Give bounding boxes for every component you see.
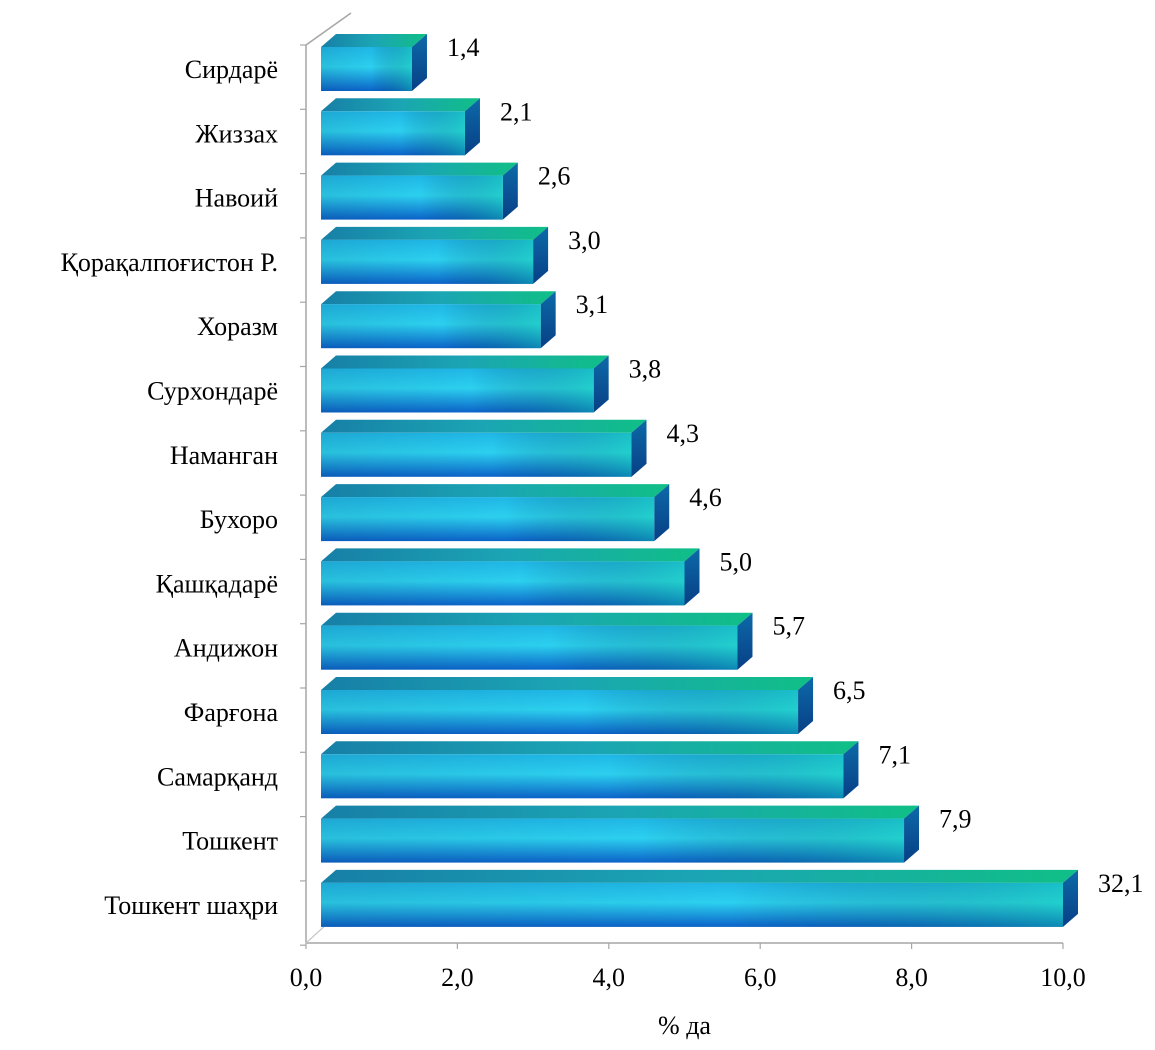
y-tick-label: Андижон	[174, 634, 278, 663]
bar-group	[321, 484, 670, 542]
bar-top-face	[321, 612, 753, 626]
data-label: 7,1	[878, 740, 911, 769]
bar-side-face	[533, 226, 549, 284]
data-label: 3,0	[568, 226, 601, 255]
bar-front-shade	[321, 561, 685, 606]
x-axis-title: % да	[658, 1011, 711, 1040]
x-tick-label: 6,0	[744, 963, 777, 992]
bar-top-face	[321, 162, 518, 176]
x-tick-label: 8,0	[895, 963, 928, 992]
bar-top-face	[321, 34, 427, 47]
data-label: 4,3	[667, 419, 700, 448]
bar-top-face	[321, 805, 920, 819]
bar-front-shade	[321, 818, 905, 863]
bar-top-face	[321, 98, 480, 112]
data-label: 5,7	[772, 612, 805, 641]
bar-side-face	[654, 484, 670, 542]
y-tick-label: Фарғона	[184, 698, 279, 727]
data-label: 2,6	[538, 162, 571, 191]
bar-front-shade	[321, 304, 541, 349]
bar-group	[321, 419, 647, 477]
bar-group	[321, 805, 920, 863]
bar-group	[321, 612, 753, 670]
x-tick-label: 10,0	[1040, 963, 1086, 992]
bar-top-face	[321, 869, 1078, 883]
bar-group	[321, 869, 1078, 927]
bar-top-face	[321, 291, 556, 305]
bar-top-face	[321, 484, 670, 498]
data-label: 3,8	[629, 355, 662, 384]
data-label: 2,1	[500, 97, 532, 126]
bar-side-face	[411, 34, 427, 91]
data-label: 6,5	[833, 676, 866, 705]
bar-top-face	[321, 741, 859, 755]
bar-side-face	[631, 419, 647, 477]
bar-front-shade	[321, 690, 799, 734]
bar-side-face	[904, 805, 920, 863]
bar-top-face	[321, 677, 814, 690]
x-tick-label: 4,0	[593, 963, 626, 992]
y-tick-label: Тошкент	[182, 827, 278, 856]
data-label: 4,6	[689, 483, 722, 512]
bar-side-face	[502, 162, 518, 220]
wall-top-edge	[305, 12, 352, 46]
bar-front-shade	[321, 497, 655, 542]
bar-side-face	[798, 677, 814, 734]
data-label: 3,1	[576, 290, 609, 319]
bar-side-face	[593, 355, 609, 413]
x-tick-label: 2,0	[441, 963, 474, 992]
y-tick-label: Қорақалпоғистон Р.	[61, 248, 278, 277]
bar-side-face	[1063, 869, 1078, 927]
data-label: 1,4	[447, 33, 480, 62]
y-tick-label: Тошкент шаҳри	[104, 891, 278, 920]
bar-top-face	[321, 548, 700, 562]
bar-group	[321, 162, 518, 220]
bar-group	[321, 291, 556, 349]
bar-front-shade	[321, 175, 503, 220]
bar-front-shade	[321, 754, 844, 799]
bar-side-face	[843, 741, 859, 799]
bar-front-shade	[321, 432, 632, 477]
bar-front-shade	[321, 47, 412, 91]
bar-side-face	[540, 291, 556, 349]
bar-group	[321, 548, 700, 606]
bar-group	[321, 741, 859, 799]
bar-group	[321, 34, 427, 91]
y-tick-label: Бухоро	[200, 505, 278, 534]
y-tick-label: Қашқадарё	[156, 569, 278, 598]
bar-group	[321, 98, 480, 156]
bar-group	[321, 226, 549, 284]
y-tick-label: Сурхондарё	[147, 377, 278, 406]
x-tick-label: 0,0	[290, 963, 323, 992]
bar-group	[321, 677, 814, 734]
bar-top-face	[321, 226, 549, 240]
bar-side-face	[464, 98, 480, 156]
y-tick-label: Сирдарё	[185, 55, 278, 84]
y-tick-label: Наманган	[170, 441, 278, 470]
data-label: 7,9	[939, 805, 972, 834]
y-tick-label: Жиззах	[195, 119, 278, 148]
data-label: 32,1	[1098, 869, 1144, 898]
bar-side-face	[737, 612, 753, 670]
data-label: 5,0	[720, 547, 753, 576]
y-tick-label: Навоий	[195, 184, 278, 213]
bar-front-shade	[321, 882, 1063, 927]
y-tick-label: Хоразм	[197, 312, 278, 341]
bar-front-shade	[321, 111, 465, 156]
bar-top-face	[321, 355, 609, 369]
bar-top-face	[321, 419, 647, 433]
y-tick-label: Самарқанд	[157, 762, 278, 791]
bar-side-face	[684, 548, 700, 606]
bar-group	[321, 355, 609, 413]
bar-front-shade	[321, 239, 534, 284]
bar-front-shade	[321, 368, 594, 413]
bar-front-shade	[321, 625, 738, 670]
